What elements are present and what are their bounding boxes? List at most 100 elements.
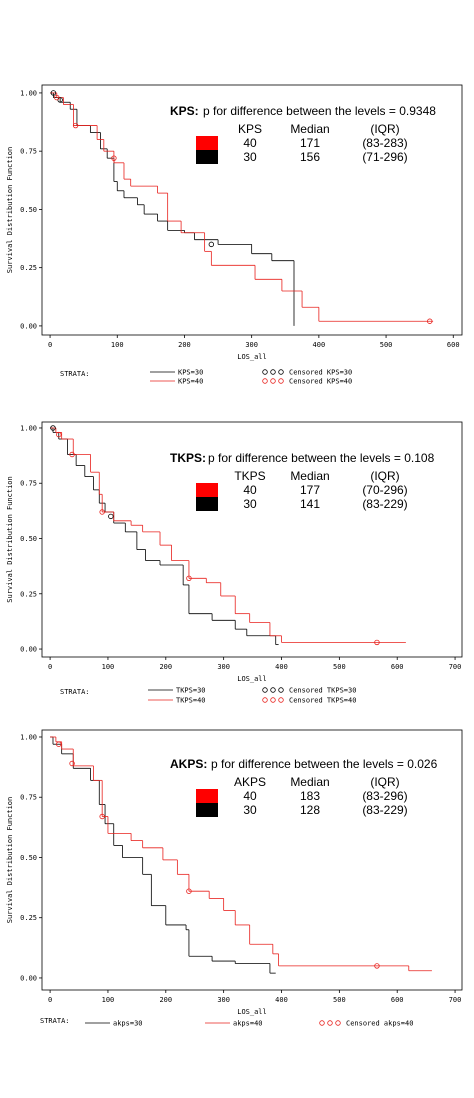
legend-label: akps=40 <box>233 1020 263 1028</box>
censor-mark <box>208 241 215 248</box>
censor-mark <box>56 741 62 747</box>
y-tick-label: 0.25 <box>20 590 37 598</box>
annotation-text: p for difference between the levels = 0.… <box>211 757 438 771</box>
x-tick-label: 400 <box>313 341 326 349</box>
y-axis-label: Survival Distribution Function <box>6 476 14 602</box>
row-iqr: (70-296) <box>362 483 407 497</box>
legend-censor-symbol <box>262 687 268 693</box>
table-header: (IQR) <box>370 469 399 483</box>
y-tick-label: 1.00 <box>20 424 37 432</box>
x-tick-label: 500 <box>333 663 346 671</box>
survival-curve <box>50 736 432 972</box>
row-median: 156 <box>300 150 320 164</box>
table-header: AKPS <box>234 775 266 789</box>
censor-mark <box>186 888 192 894</box>
annotation-title: AKPS: <box>170 757 207 771</box>
censor-mark <box>72 122 79 129</box>
y-tick-label: 0.50 <box>20 535 37 543</box>
legend-censor-symbol <box>278 369 284 375</box>
x-tick-label: 600 <box>391 996 404 1004</box>
x-tick-label: 200 <box>178 341 191 349</box>
x-tick-label: 300 <box>245 341 258 349</box>
legend-censor-symbol <box>278 687 284 693</box>
x-tick-label: 0 <box>48 341 52 349</box>
row-label: 30 <box>243 497 257 511</box>
legend-censor-symbol <box>335 1020 341 1026</box>
censor-mark <box>99 813 105 820</box>
y-tick-label: 0.75 <box>20 480 37 488</box>
annotation-text: p for difference between the levels = 0.… <box>208 451 435 465</box>
row-iqr: (83-283) <box>362 136 407 150</box>
color-swatch <box>196 789 218 803</box>
row-median: 141 <box>300 497 320 511</box>
table-header: (IQR) <box>370 775 399 789</box>
table-header: KPS <box>238 122 262 136</box>
row-label: 40 <box>243 789 257 803</box>
row-label: 40 <box>243 136 257 150</box>
y-tick-label: 0.75 <box>20 148 37 156</box>
censor-mark <box>69 451 75 458</box>
censor-mark <box>69 760 75 767</box>
x-tick-label: 600 <box>447 341 460 349</box>
legend-censor-symbol <box>278 697 284 703</box>
y-tick-label: 0.50 <box>20 206 37 214</box>
color-swatch <box>196 497 218 511</box>
censor-mark <box>54 94 60 101</box>
x-tick-label: 100 <box>102 996 115 1004</box>
censor-mark <box>50 90 57 96</box>
legend-censor-symbol <box>327 1020 333 1026</box>
legend-label: Censored TKPS=30 <box>289 687 356 695</box>
legend-censor-symbol <box>278 378 284 384</box>
legend-censor-symbol <box>270 378 276 384</box>
legend-censor-symbol <box>262 697 268 703</box>
color-swatch <box>196 483 218 497</box>
censor-mark <box>99 509 105 515</box>
y-tick-label: 0.25 <box>20 264 37 272</box>
annotation-title: KPS: <box>170 104 199 118</box>
y-tick-label: 0.25 <box>20 914 37 922</box>
y-tick-label: 1.00 <box>20 89 37 97</box>
censor-mark <box>50 425 56 431</box>
legend-title: STRATA: <box>60 688 90 696</box>
color-swatch <box>196 803 218 817</box>
survival-curve <box>50 427 406 643</box>
table-header: Median <box>290 775 329 789</box>
plot-frame <box>41 421 463 658</box>
x-tick-label: 100 <box>111 341 124 349</box>
color-swatch <box>196 150 218 164</box>
table-header: Median <box>290 122 329 136</box>
row-label: 40 <box>243 483 257 497</box>
x-tick-label: 500 <box>333 996 346 1004</box>
censor-mark <box>427 318 433 324</box>
x-tick-label: 0 <box>48 996 52 1004</box>
y-tick-label: 0.75 <box>20 794 37 802</box>
legend-censor-symbol <box>270 697 276 703</box>
x-tick-label: 100 <box>102 663 115 671</box>
row-median: 177 <box>300 483 320 497</box>
x-tick-label: 300 <box>217 663 230 671</box>
censor-mark <box>374 639 380 646</box>
x-tick-label: 700 <box>449 996 462 1004</box>
x-tick-label: 200 <box>159 996 172 1004</box>
legend-censor-symbol <box>270 369 276 375</box>
row-median: 183 <box>300 789 320 803</box>
y-axis-label: Survival Distribution Function <box>6 797 14 923</box>
x-tick-label: 200 <box>159 663 172 671</box>
row-iqr: (83-229) <box>362 497 407 511</box>
plot-frame <box>41 729 463 991</box>
legend-censor-symbol <box>262 369 268 375</box>
x-axis-label: LOS_all <box>237 1008 267 1016</box>
x-tick-label: 500 <box>380 341 393 349</box>
censor-mark <box>111 155 117 161</box>
y-tick-label: 1.00 <box>20 733 37 741</box>
table-header: Median <box>290 469 329 483</box>
legend-label: KPS=40 <box>178 378 203 386</box>
legend-label: Censored TKPS=40 <box>289 697 356 705</box>
legend-label: Censored KPS=30 <box>289 369 352 377</box>
y-tick-label: 0.00 <box>20 322 37 330</box>
legend-censor-symbol <box>262 378 268 384</box>
row-iqr: (83-229) <box>362 803 407 817</box>
legend-label: KPS=30 <box>178 369 203 377</box>
x-tick-label: 300 <box>217 996 230 1004</box>
